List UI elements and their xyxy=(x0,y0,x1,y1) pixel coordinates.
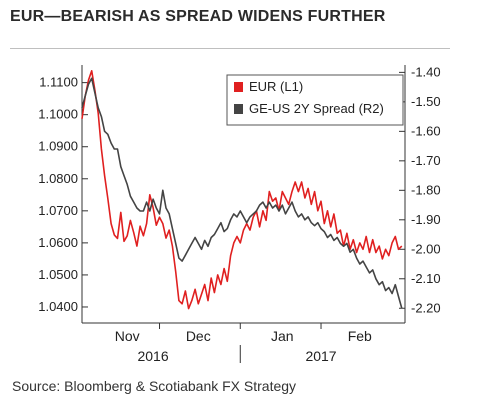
month-label: Feb xyxy=(348,328,372,344)
right-tick-label: -1.40 xyxy=(411,64,441,79)
left-tick-label: 1.0500 xyxy=(38,267,78,282)
legend-swatch xyxy=(234,82,243,92)
left-tick-label: 1.0800 xyxy=(38,171,78,186)
right-tick-label: -1.80 xyxy=(411,182,441,197)
left-tick-label: 1.0900 xyxy=(38,139,78,154)
legend-box xyxy=(226,74,404,126)
left-tick-label: 1.0700 xyxy=(38,203,78,218)
year-label: 2016 xyxy=(137,348,168,364)
right-tick-label: -2.20 xyxy=(411,300,441,315)
right-tick-label: -1.70 xyxy=(411,153,441,168)
month-label: Nov xyxy=(115,328,140,344)
left-tick-label: 1.0600 xyxy=(38,235,78,250)
title-divider xyxy=(10,48,450,49)
legend-swatch xyxy=(234,104,243,114)
right-tick-label: -1.50 xyxy=(411,94,441,109)
left-tick-label: 1.0400 xyxy=(38,299,78,314)
right-tick-label: -1.90 xyxy=(411,212,441,227)
right-tick-label: -2.10 xyxy=(411,271,441,286)
left-tick-label: 1.1100 xyxy=(39,75,78,90)
month-label: Jan xyxy=(271,328,294,344)
year-label: 2017 xyxy=(305,348,336,364)
right-tick-label: -1.60 xyxy=(411,123,441,138)
legend-label: GE-US 2Y Spread (R2) xyxy=(249,101,384,116)
left-tick-label: 1.1000 xyxy=(38,107,78,122)
legend-label: EUR (L1) xyxy=(249,79,303,94)
eur-series-line xyxy=(81,70,403,310)
source-note: Source: Bloomberg & Scotiabank FX Strate… xyxy=(12,378,297,394)
chart-title: EUR—BEARISH AS SPREAD WIDENS FURTHER xyxy=(10,8,386,25)
month-label: Dec xyxy=(186,328,211,344)
right-tick-label: -2.00 xyxy=(411,241,441,256)
chart: 1.0400 1.0500 1.0600 1.0700 1.0800 1.0900 1.10… xyxy=(38,64,441,364)
spread-series-line xyxy=(81,77,403,309)
